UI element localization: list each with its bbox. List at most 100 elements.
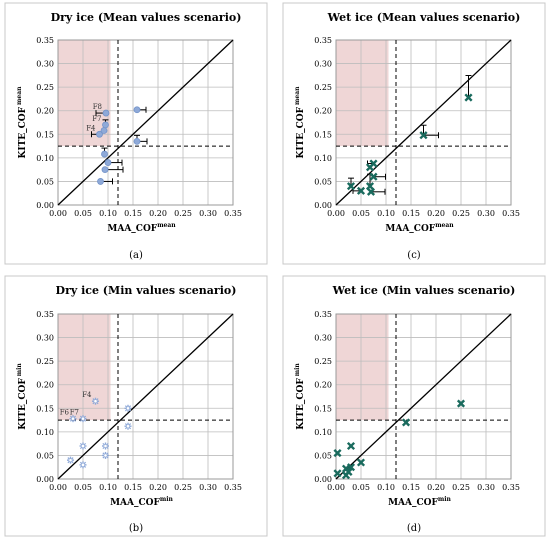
x-tick-label: 0.25 [174,209,192,218]
data-point-stroke [333,449,342,458]
panel-frame [4,275,268,537]
data-point [333,449,342,458]
data-point [356,458,366,467]
data-point [97,178,104,185]
panel-frame [282,275,546,537]
data-point-stroke [365,182,375,191]
identity-line [335,313,512,480]
point-label: F7 [70,409,79,417]
y-tick-label: 0.00 [36,475,54,484]
x-tick-label: 0.35 [502,209,520,218]
x-tick-label: 0.05 [352,483,370,492]
x-tick-label: 0.25 [452,209,470,218]
data-point [419,131,428,140]
data-point [366,187,376,196]
point-label: F6 [60,409,70,417]
y-tick-label: 0.10 [36,428,54,437]
plot-area [57,39,234,206]
data-point-stroke [341,471,351,480]
data-point [356,186,366,195]
panel-caption: (c) [407,250,421,261]
identity-line [57,313,234,480]
data-point [456,399,466,408]
x-tick-label: 0.10 [377,483,395,492]
chart-title: Dry ice (Min values scenario) [56,284,237,297]
x-axis-label: MAA_COFmean [107,222,176,234]
y-tick-label: 0.20 [314,381,332,390]
data-point-stroke [346,441,356,451]
shaded-region [58,314,111,421]
data-point [346,463,356,472]
x-tick-label: 0.35 [502,483,520,492]
data-point-center [126,424,130,428]
data-point-stroke [456,399,466,408]
y-tick-label: 0.15 [314,130,332,139]
x-tick-label: 0.15 [402,209,420,218]
data-point-stroke [464,93,473,102]
data-point-stroke [333,469,342,478]
x-tick-label: 0.00 [49,483,67,492]
x-axis-label: MAA_COFmin [388,496,451,508]
y-axis-label-superscript: mean [16,86,23,105]
x-tick-label: 0.20 [149,483,167,492]
plot-area [57,313,234,480]
x-tick-label: 0.20 [149,209,167,218]
x-axis-label: MAA_COFmin [110,496,173,508]
panel-caption: (a) [129,250,143,261]
data-point [133,106,141,114]
x-tick-label: 0.15 [124,209,142,218]
panel-caption: (b) [129,523,143,534]
x-tick-label: 0.20 [427,209,445,218]
x-tick-label: 0.05 [74,209,92,218]
data-point-stroke [346,463,356,472]
y-tick-label: 0.00 [314,201,332,210]
plot-area [335,313,512,480]
y-tick-label: 0.15 [314,404,332,413]
x-tick-label: 0.25 [452,483,470,492]
y-tick-label: 0.20 [36,381,54,390]
x-tick-label: 0.30 [477,209,495,218]
data-point [346,441,356,451]
y-tick-label: 0.35 [314,310,332,319]
x-tick-label: 0.10 [377,209,395,218]
y-tick-label: 0.20 [314,107,332,116]
chart-panel-c: 0.00 0.05 0.10 0.15 0.20 0.25 0.30 0.35 0.00 0.05… [282,2,546,265]
y-tick-label: 0.15 [36,130,54,139]
data-point [401,418,411,427]
y-tick-label: 0.35 [36,36,54,45]
y-tick-label: 0.15 [36,404,54,413]
y-tick-label: 0.35 [314,36,332,45]
shaded-region [336,314,389,421]
y-tick-label: 0.05 [314,451,332,460]
data-point-center [81,463,85,467]
x-tick-label: 0.00 [327,483,345,492]
point-label: F4 [86,124,96,132]
y-axis-label: KITE_COFmean [294,86,306,159]
x-axis-label-superscript: min [160,496,174,503]
point-label: F4 [82,391,92,399]
x-tick-label: 0.05 [352,209,370,218]
y-tick-label: 0.20 [36,107,54,116]
plot-area [335,39,512,206]
data-point [79,442,87,450]
y-tick-label: 0.10 [314,428,332,437]
y-axis-label: KITE_COFmean [16,86,28,159]
x-tick-label: 0.00 [327,209,345,218]
x-tick-label: 0.35 [224,483,242,492]
point-label: F7 [92,115,101,123]
data-point [365,182,375,191]
data-point [124,404,132,412]
y-axis-label-superscript: min [16,363,23,377]
x-tick-label: 0.25 [174,483,192,492]
x-tick-label: 0.30 [199,209,217,218]
x-tick-label: 0.05 [74,483,92,492]
data-point [102,109,110,117]
panel-frame [4,2,268,265]
data-point [79,461,87,469]
data-point-center [104,454,107,457]
data-point-center [81,417,85,420]
data-point [69,415,77,423]
identity-line [57,39,234,206]
data-point-stroke [419,131,428,140]
data-point [133,137,141,145]
